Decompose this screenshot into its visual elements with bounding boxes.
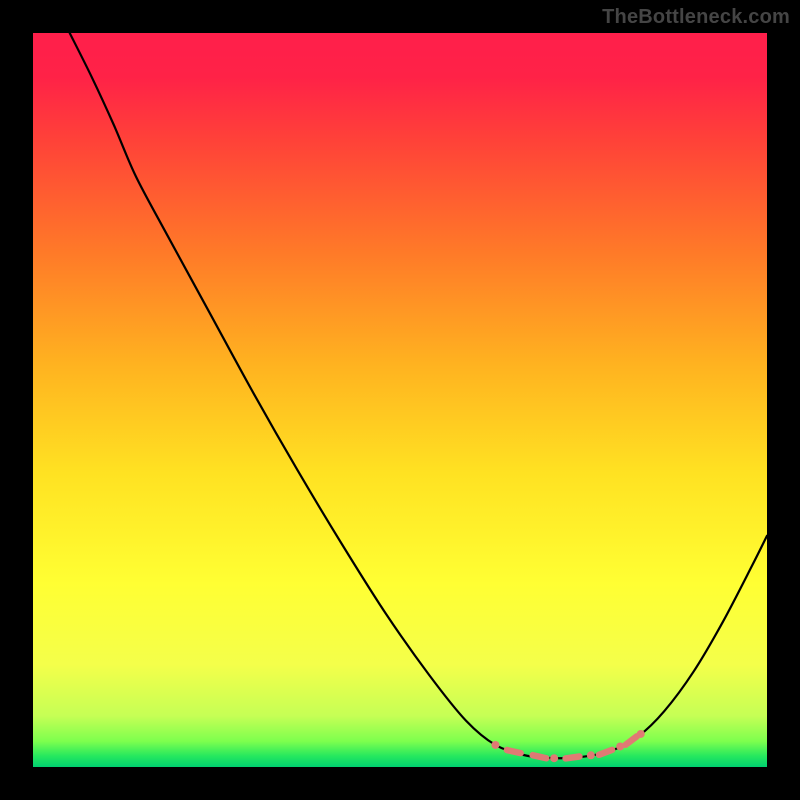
curve-line bbox=[70, 33, 767, 758]
chart-overlay bbox=[33, 33, 767, 767]
chart-frame: TheBottleneck.com bbox=[0, 0, 800, 800]
plot-area bbox=[33, 33, 767, 767]
trough-marker-dot bbox=[587, 751, 595, 759]
trough-marker-dash bbox=[533, 755, 547, 758]
trough-marker-dot bbox=[550, 754, 558, 762]
trough-marker-dash bbox=[599, 750, 612, 755]
trough-marker-dot bbox=[491, 741, 499, 749]
watermark-text: TheBottleneck.com bbox=[602, 6, 790, 29]
trough-marker-dash bbox=[626, 736, 637, 744]
trough-marker-dot bbox=[637, 730, 645, 738]
trough-marker-dash bbox=[566, 757, 580, 759]
trough-marker-dash bbox=[507, 750, 521, 753]
